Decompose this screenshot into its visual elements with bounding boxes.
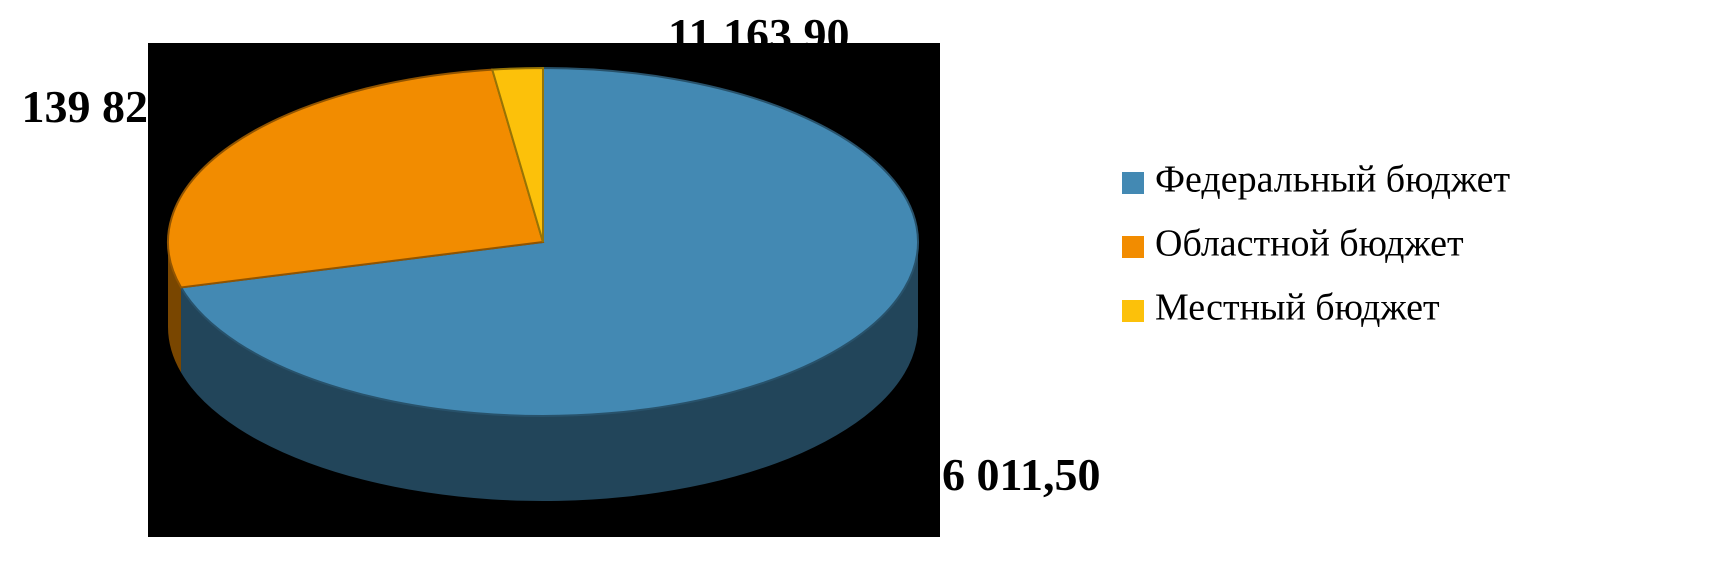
data-label: 139 82 (22, 81, 149, 132)
legend-swatch (1122, 172, 1144, 194)
slice-side (181, 242, 919, 501)
sides (168, 242, 919, 501)
slice-side (168, 242, 182, 373)
legend-swatch (1122, 300, 1144, 322)
slice (167, 68, 545, 289)
legend-label: Федеральный бюджет (1155, 159, 1511, 201)
legend-swatch (1122, 236, 1144, 258)
data-label: 6 011,50 (942, 449, 1100, 500)
legend-label: Местный бюджет (1155, 287, 1440, 329)
tops (167, 66, 919, 417)
legend-label: Областной бюджет (1155, 223, 1464, 265)
slice (179, 66, 919, 417)
slice (490, 66, 544, 243)
